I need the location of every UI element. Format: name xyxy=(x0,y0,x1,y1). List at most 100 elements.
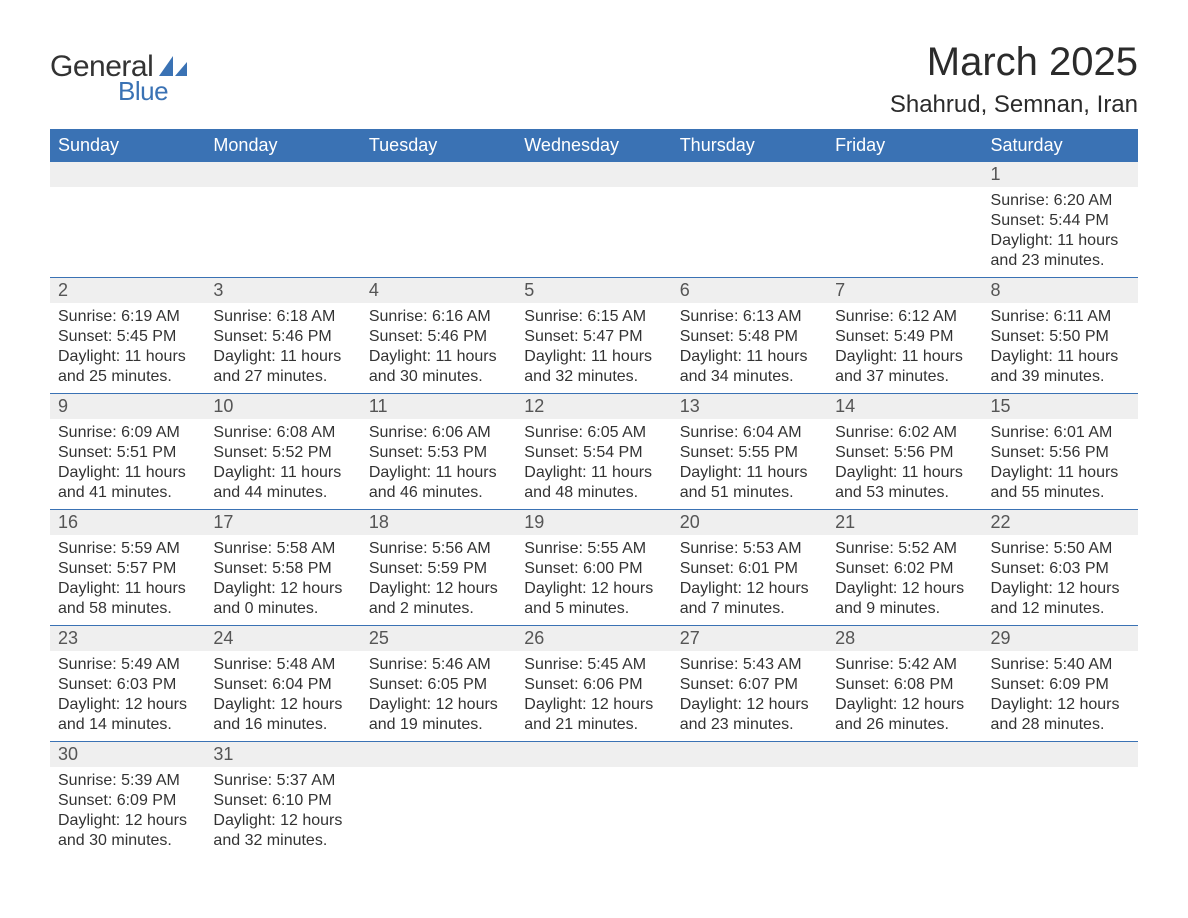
calendar-cell: 29Sunrise: 5:40 AMSunset: 6:09 PMDayligh… xyxy=(983,626,1138,742)
day-number: 27 xyxy=(672,626,827,651)
daylight-text-2: and 53 minutes. xyxy=(835,483,974,503)
col-saturday: Saturday xyxy=(983,129,1138,162)
day-body: Sunrise: 5:52 AMSunset: 6:02 PMDaylight:… xyxy=(827,535,982,625)
daylight-text-2: and 30 minutes. xyxy=(369,367,508,387)
day-number: 9 xyxy=(50,394,205,419)
daylight-text-2: and 9 minutes. xyxy=(835,599,974,619)
calendar-cell: 5Sunrise: 6:15 AMSunset: 5:47 PMDaylight… xyxy=(516,278,671,394)
day-number xyxy=(361,162,516,187)
calendar-week-row: 1Sunrise: 6:20 AMSunset: 5:44 PMDaylight… xyxy=(50,162,1138,278)
sunset-text: Sunset: 6:01 PM xyxy=(680,559,819,579)
day-body: Sunrise: 6:19 AMSunset: 5:45 PMDaylight:… xyxy=(50,303,205,393)
sunset-text: Sunset: 5:59 PM xyxy=(369,559,508,579)
daylight-text-2: and 39 minutes. xyxy=(991,367,1130,387)
sunrise-text: Sunrise: 5:53 AM xyxy=(680,539,819,559)
daylight-text-1: Daylight: 12 hours xyxy=(524,695,663,715)
day-body: Sunrise: 6:06 AMSunset: 5:53 PMDaylight:… xyxy=(361,419,516,509)
day-body: Sunrise: 6:12 AMSunset: 5:49 PMDaylight:… xyxy=(827,303,982,393)
day-body xyxy=(983,767,1138,827)
sunset-text: Sunset: 5:58 PM xyxy=(213,559,352,579)
daylight-text-2: and 41 minutes. xyxy=(58,483,197,503)
sunset-text: Sunset: 5:48 PM xyxy=(680,327,819,347)
day-number: 13 xyxy=(672,394,827,419)
daylight-text-2: and 32 minutes. xyxy=(213,831,352,851)
daylight-text-2: and 37 minutes. xyxy=(835,367,974,387)
day-body xyxy=(50,187,205,247)
logo-text-blue: Blue xyxy=(118,76,187,107)
sunset-text: Sunset: 6:02 PM xyxy=(835,559,974,579)
page-title: March 2025 xyxy=(890,40,1138,85)
calendar-cell: 28Sunrise: 5:42 AMSunset: 6:08 PMDayligh… xyxy=(827,626,982,742)
day-body: Sunrise: 5:55 AMSunset: 6:00 PMDaylight:… xyxy=(516,535,671,625)
sunrise-text: Sunrise: 6:04 AM xyxy=(680,423,819,443)
day-body xyxy=(516,187,671,247)
day-body: Sunrise: 6:01 AMSunset: 5:56 PMDaylight:… xyxy=(983,419,1138,509)
day-number xyxy=(516,162,671,187)
day-number xyxy=(827,742,982,767)
sunrise-text: Sunrise: 5:59 AM xyxy=(58,539,197,559)
daylight-text-2: and 0 minutes. xyxy=(213,599,352,619)
sunset-text: Sunset: 6:10 PM xyxy=(213,791,352,811)
day-body: Sunrise: 5:45 AMSunset: 6:06 PMDaylight:… xyxy=(516,651,671,741)
sunset-text: Sunset: 6:09 PM xyxy=(991,675,1130,695)
logo: General Blue xyxy=(50,50,187,107)
daylight-text-1: Daylight: 12 hours xyxy=(680,695,819,715)
day-body: Sunrise: 5:49 AMSunset: 6:03 PMDaylight:… xyxy=(50,651,205,741)
calendar-cell xyxy=(672,162,827,278)
day-body: Sunrise: 6:11 AMSunset: 5:50 PMDaylight:… xyxy=(983,303,1138,393)
calendar-week-row: 9Sunrise: 6:09 AMSunset: 5:51 PMDaylight… xyxy=(50,394,1138,510)
calendar-cell: 26Sunrise: 5:45 AMSunset: 6:06 PMDayligh… xyxy=(516,626,671,742)
day-number xyxy=(516,742,671,767)
calendar-cell xyxy=(205,162,360,278)
day-body: Sunrise: 6:02 AMSunset: 5:56 PMDaylight:… xyxy=(827,419,982,509)
sunrise-text: Sunrise: 5:39 AM xyxy=(58,771,197,791)
sunset-text: Sunset: 6:00 PM xyxy=(524,559,663,579)
day-number xyxy=(672,742,827,767)
daylight-text-1: Daylight: 12 hours xyxy=(991,695,1130,715)
sunset-text: Sunset: 5:57 PM xyxy=(58,559,197,579)
calendar-cell xyxy=(516,742,671,858)
day-body xyxy=(361,767,516,827)
sunrise-text: Sunrise: 5:37 AM xyxy=(213,771,352,791)
calendar-table: Sunday Monday Tuesday Wednesday Thursday… xyxy=(50,129,1138,857)
day-number: 26 xyxy=(516,626,671,651)
day-body: Sunrise: 5:40 AMSunset: 6:09 PMDaylight:… xyxy=(983,651,1138,741)
sunset-text: Sunset: 5:51 PM xyxy=(58,443,197,463)
sunrise-text: Sunrise: 5:52 AM xyxy=(835,539,974,559)
sunset-text: Sunset: 5:49 PM xyxy=(835,327,974,347)
daylight-text-1: Daylight: 11 hours xyxy=(58,347,197,367)
day-number: 19 xyxy=(516,510,671,535)
day-number: 30 xyxy=(50,742,205,767)
calendar-cell: 23Sunrise: 5:49 AMSunset: 6:03 PMDayligh… xyxy=(50,626,205,742)
calendar-cell xyxy=(827,162,982,278)
sunset-text: Sunset: 5:45 PM xyxy=(58,327,197,347)
daylight-text-2: and 44 minutes. xyxy=(213,483,352,503)
sunrise-text: Sunrise: 5:56 AM xyxy=(369,539,508,559)
calendar-cell: 27Sunrise: 5:43 AMSunset: 6:07 PMDayligh… xyxy=(672,626,827,742)
daylight-text-1: Daylight: 12 hours xyxy=(369,579,508,599)
sunset-text: Sunset: 5:47 PM xyxy=(524,327,663,347)
daylight-text-1: Daylight: 12 hours xyxy=(835,695,974,715)
sunrise-text: Sunrise: 5:43 AM xyxy=(680,655,819,675)
daylight-text-1: Daylight: 11 hours xyxy=(680,463,819,483)
daylight-text-1: Daylight: 11 hours xyxy=(369,347,508,367)
sunrise-text: Sunrise: 6:11 AM xyxy=(991,307,1130,327)
daylight-text-2: and 27 minutes. xyxy=(213,367,352,387)
day-number: 20 xyxy=(672,510,827,535)
daylight-text-2: and 2 minutes. xyxy=(369,599,508,619)
calendar-cell: 30Sunrise: 5:39 AMSunset: 6:09 PMDayligh… xyxy=(50,742,205,858)
daylight-text-1: Daylight: 11 hours xyxy=(58,463,197,483)
calendar-cell: 7Sunrise: 6:12 AMSunset: 5:49 PMDaylight… xyxy=(827,278,982,394)
day-body xyxy=(205,187,360,247)
day-number: 25 xyxy=(361,626,516,651)
title-block: March 2025 Shahrud, Semnan, Iran xyxy=(890,40,1138,119)
day-number: 8 xyxy=(983,278,1138,303)
calendar-header-row: Sunday Monday Tuesday Wednesday Thursday… xyxy=(50,129,1138,162)
calendar-week-row: 23Sunrise: 5:49 AMSunset: 6:03 PMDayligh… xyxy=(50,626,1138,742)
calendar-cell: 22Sunrise: 5:50 AMSunset: 6:03 PMDayligh… xyxy=(983,510,1138,626)
daylight-text-1: Daylight: 12 hours xyxy=(991,579,1130,599)
calendar-cell: 13Sunrise: 6:04 AMSunset: 5:55 PMDayligh… xyxy=(672,394,827,510)
calendar-cell: 8Sunrise: 6:11 AMSunset: 5:50 PMDaylight… xyxy=(983,278,1138,394)
col-friday: Friday xyxy=(827,129,982,162)
sunrise-text: Sunrise: 6:09 AM xyxy=(58,423,197,443)
